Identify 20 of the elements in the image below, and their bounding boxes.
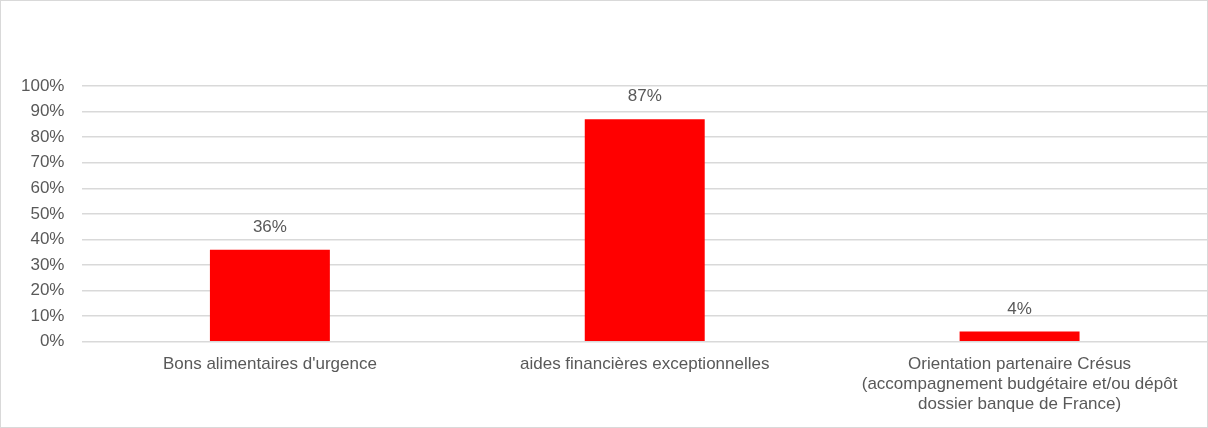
y-tick-label: 10% [30, 305, 65, 325]
x-tick-label: aides financières exceptionnelles [519, 353, 770, 373]
y-tick-label: 30% [30, 254, 65, 274]
data-label: 36% [252, 216, 287, 236]
x-tick-label: Bons alimentaires d'urgence [162, 353, 377, 373]
y-tick-label: 70% [30, 152, 65, 172]
x-tick-label: Orientation partenaire Crésus (accompagnement budgétaire et/ou dépôt dossier banque de France) [861, 353, 1178, 414]
data-label: 4% [1007, 298, 1032, 318]
y-tick-label: 50% [30, 203, 65, 223]
bar [959, 331, 1080, 342]
bar [209, 249, 330, 342]
y-tick-label: 20% [30, 280, 65, 300]
y-tick-label: 0% [39, 331, 65, 351]
y-tick-label: 60% [30, 178, 65, 198]
y-tick-label: 100% [21, 75, 65, 95]
data-label: 87% [627, 86, 662, 106]
y-tick-label: 90% [30, 101, 65, 121]
bar [584, 119, 705, 342]
y-tick-label: 40% [30, 229, 65, 249]
y-tick-label: 80% [30, 126, 65, 146]
